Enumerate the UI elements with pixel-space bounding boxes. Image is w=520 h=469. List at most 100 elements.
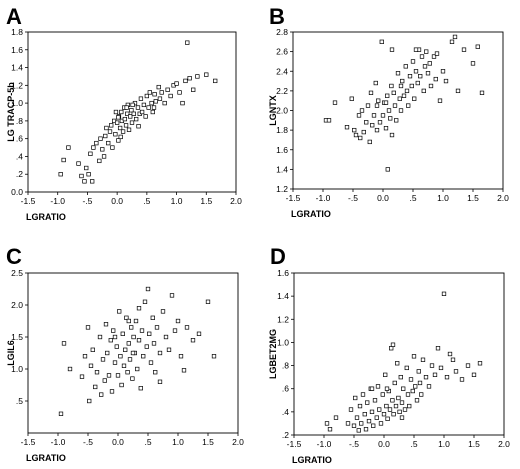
data-point: [381, 412, 387, 417]
x-axis-title: LGRATIO: [292, 455, 332, 465]
data-point: [181, 368, 187, 373]
data-point: [117, 309, 122, 314]
data-point: [406, 103, 411, 108]
y-tick-label: 1.2: [276, 184, 288, 194]
data-point: [413, 384, 418, 389]
data-point: [402, 407, 408, 412]
x-tick-label: 1.5: [202, 437, 214, 447]
data-point: [383, 372, 388, 377]
x-tick-label: -1.5: [287, 439, 302, 449]
data-point: [383, 126, 389, 131]
data-point: [404, 88, 410, 94]
data-point: [130, 376, 135, 381]
data-point: [111, 328, 116, 333]
data-point: [76, 161, 81, 166]
data-point: [130, 102, 135, 108]
data-point: [452, 34, 458, 40]
data-point: [385, 167, 390, 172]
x-tick-label: -1.0: [317, 439, 332, 449]
data-point: [465, 363, 471, 368]
data-point: [420, 357, 426, 362]
y-tick-label: 2.6: [276, 47, 288, 57]
data-point: [108, 338, 113, 343]
data-point: [398, 83, 404, 89]
data-point: [365, 103, 371, 108]
plot-frame: [27, 272, 239, 434]
x-tick-label: .5: [410, 439, 417, 449]
y-tick-label: 1.6: [276, 145, 288, 155]
data-point: [352, 127, 357, 133]
data-point: [157, 350, 163, 356]
x-tick-label: -1.0: [316, 193, 331, 203]
data-point: [150, 315, 155, 320]
data-point: [366, 418, 372, 424]
data-point: [87, 398, 92, 404]
data-point: [397, 96, 402, 101]
data-point: [58, 172, 63, 177]
data-point: [373, 80, 378, 86]
y-tick-label: .2: [282, 430, 289, 440]
data-point: [326, 118, 332, 123]
data-point: [427, 61, 432, 66]
data-point: [128, 114, 133, 119]
data-point: [178, 354, 184, 359]
data-point: [411, 354, 417, 359]
x-tick-label: 0.0: [111, 196, 123, 206]
data-point: [93, 384, 98, 390]
data-point: [407, 403, 412, 409]
x-tick-label: -.5: [82, 196, 92, 206]
data-point: [471, 372, 477, 377]
data-point: [459, 377, 465, 382]
data-point: [154, 325, 160, 330]
x-tick-label: -1.5: [21, 437, 36, 447]
data-point: [169, 293, 175, 298]
data-point: [211, 354, 217, 359]
data-point: [461, 47, 467, 52]
x-axis-title: LGRATIO: [26, 212, 66, 222]
data-point: [120, 129, 126, 134]
data-point: [86, 172, 91, 177]
data-point: [450, 357, 456, 362]
data-point: [353, 132, 359, 138]
data-point: [190, 338, 196, 343]
data-point: [393, 403, 399, 409]
data-point: [166, 347, 172, 352]
data-point: [160, 309, 166, 314]
data-point: [409, 83, 414, 89]
data-point: [114, 344, 119, 349]
data-point: [67, 366, 73, 372]
y-tick-label: 1.4: [11, 63, 23, 73]
y-tick-label: 1.4: [276, 164, 288, 174]
data-point: [58, 411, 64, 416]
data-point: [367, 139, 372, 145]
data-point: [425, 71, 431, 76]
data-point: [356, 428, 361, 433]
x-tick-label: -.5: [83, 437, 93, 447]
x-tick-label: 2.0: [498, 439, 510, 449]
data-point: [379, 39, 384, 44]
data-point: [90, 347, 95, 352]
data-point: [124, 315, 129, 320]
data-point: [419, 392, 424, 397]
y-tick-label: 1.0: [277, 337, 289, 347]
data-point: [359, 108, 365, 113]
panel-letter-d: D: [270, 244, 286, 269]
y-axis-title: LGBET2MG: [268, 329, 278, 379]
data-point: [348, 407, 354, 412]
data-point: [375, 384, 381, 389]
y-tick-label: .5: [16, 396, 23, 406]
y-tick-label: .6: [16, 134, 23, 144]
data-point: [370, 123, 375, 128]
data-point: [371, 423, 376, 428]
data-point: [371, 113, 377, 118]
data-point: [118, 134, 123, 140]
data-point: [392, 380, 397, 386]
y-tick-label: 1.6: [11, 45, 23, 55]
data-point: [410, 388, 415, 394]
data-point: [374, 127, 380, 133]
y-tick-label: 2.2: [276, 86, 288, 96]
data-point: [147, 90, 152, 95]
data-point: [138, 96, 144, 101]
x-tick-label: 1.5: [467, 193, 479, 203]
y-tick-label: .4: [282, 407, 289, 417]
